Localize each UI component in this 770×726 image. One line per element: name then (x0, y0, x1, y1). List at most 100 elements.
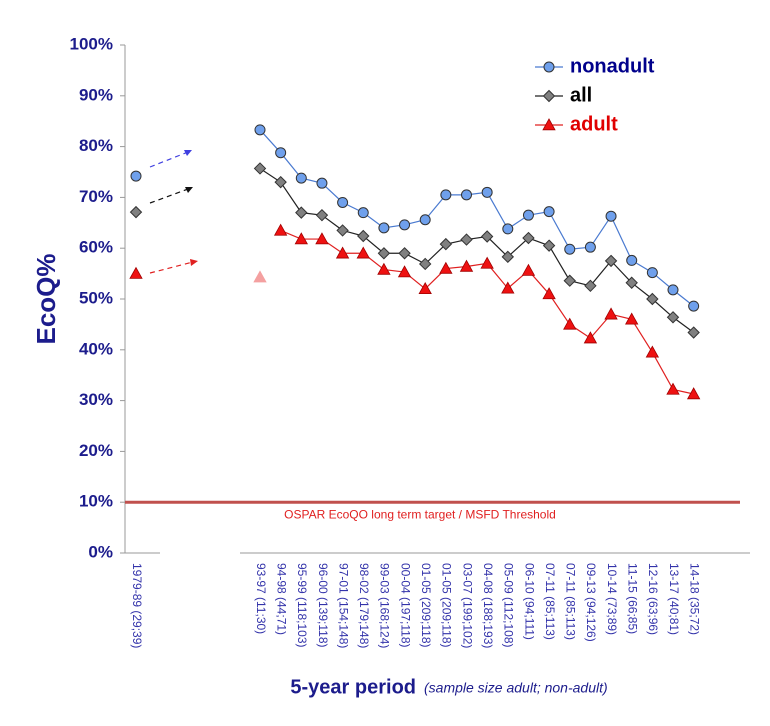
point (253, 162, 267, 175)
point (666, 311, 680, 324)
point (688, 300, 700, 312)
point (418, 257, 432, 271)
point (274, 175, 287, 189)
point (399, 219, 411, 231)
x-tick-label: 94-98 (44;71) (274, 563, 288, 635)
x-tick-label: 09-13 (94;126) (584, 563, 598, 642)
point (357, 207, 369, 219)
x-tick-label: 00-04 (197;118) (398, 563, 412, 648)
point (129, 266, 143, 279)
y-tick-label: 20% (79, 441, 113, 460)
point (625, 312, 639, 325)
point (626, 254, 638, 266)
point (604, 254, 618, 268)
legend-label: nonadult (570, 55, 655, 77)
point (439, 237, 453, 251)
y-tick-label: 80% (79, 136, 113, 155)
point (130, 170, 142, 182)
x-tick-label: 07-11 (85;113) (543, 563, 557, 640)
point (273, 223, 288, 236)
x-tick-label: 96-00 (139;118) (316, 563, 330, 648)
point (397, 265, 412, 278)
x-tick-label: 07-11 (85;113) (564, 563, 578, 640)
arrow (149, 188, 189, 204)
point (563, 274, 576, 287)
point (316, 177, 328, 189)
point (542, 287, 556, 300)
x-tick-label: 01-05 (209;118) (440, 563, 454, 648)
x-tick-label: 01-05 (209;118) (419, 563, 433, 648)
point (502, 223, 514, 235)
point (335, 246, 350, 259)
threshold-label: OSPAR EcoQO long term target / MSFD Thre… (284, 507, 556, 521)
point (253, 270, 267, 283)
point (521, 263, 536, 276)
point (543, 206, 555, 218)
series-line (259, 129, 695, 307)
x-tick-label: 14-18 (35;72) (687, 563, 701, 635)
y-tick-label: 10% (79, 492, 113, 511)
point (336, 224, 349, 237)
arrows (149, 150, 198, 274)
point (605, 210, 617, 222)
point (687, 326, 700, 339)
point (439, 261, 453, 274)
y-tick-label: 30% (79, 390, 113, 409)
point (522, 231, 535, 245)
arrow-head (184, 150, 192, 156)
point (646, 292, 659, 306)
point (625, 276, 638, 289)
point (604, 307, 618, 320)
x-tick-label: 97-01 (154;148) (336, 563, 350, 648)
x-axis-note: (sample size adult; non-adult) (424, 680, 608, 696)
x-tick-label: 11-15 (66;85) (626, 563, 640, 634)
point (666, 382, 680, 395)
x-axis-title: 5-year period (290, 676, 416, 698)
x-tick-label: 05-09 (112;108) (502, 563, 516, 648)
point (667, 284, 679, 296)
point (542, 239, 556, 252)
point (315, 208, 329, 222)
point (294, 232, 308, 245)
x-tick-label: 99-03 (168;124) (378, 563, 392, 648)
point (378, 222, 390, 234)
point (295, 206, 308, 219)
y-tick-label: 60% (79, 238, 113, 257)
point (584, 241, 596, 253)
x-tick-label: 10-14 (73;89) (605, 563, 619, 635)
point (377, 247, 391, 260)
arrow-head (190, 259, 198, 266)
x-tick-label: 95-99 (118;103) (295, 563, 309, 648)
point (440, 189, 452, 201)
point (129, 205, 143, 219)
point (564, 243, 576, 255)
y-tick-label: 70% (79, 187, 113, 206)
y-tick-label: 50% (79, 288, 113, 307)
legend-marker (542, 89, 556, 103)
point (315, 232, 329, 245)
point (357, 229, 370, 243)
y-tick-label: 90% (79, 85, 113, 104)
point (480, 256, 494, 269)
x-tick-label: 98-02 (179;148) (357, 563, 371, 648)
y-axis-title: EcoQ% (31, 253, 61, 344)
point (563, 317, 577, 330)
legend-marker (543, 61, 555, 73)
point (645, 345, 660, 358)
legend-label: all (570, 84, 592, 106)
legend-marker (542, 118, 556, 131)
x-tick-label: 04-08 (188;193) (481, 563, 495, 648)
arrow (149, 261, 194, 274)
point (356, 246, 370, 259)
point (583, 331, 598, 344)
point (254, 124, 266, 136)
point (646, 267, 658, 279)
point (459, 259, 474, 272)
point (419, 214, 431, 226)
y-tick-label: 100% (70, 34, 113, 53)
arrow-head (185, 187, 193, 193)
point (398, 247, 411, 260)
point (501, 250, 515, 264)
point (480, 230, 494, 243)
